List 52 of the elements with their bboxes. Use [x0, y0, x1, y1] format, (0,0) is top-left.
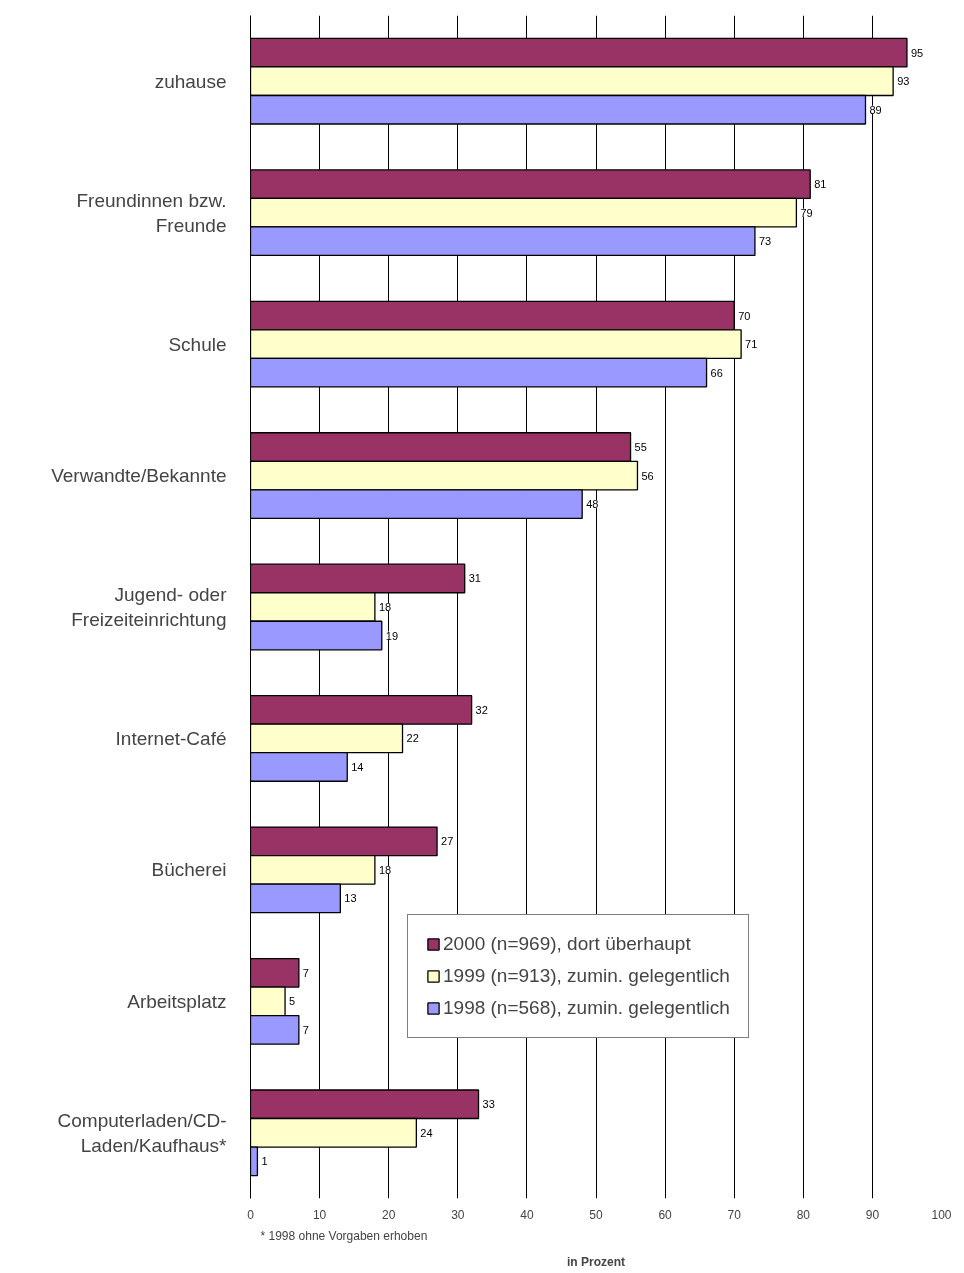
legend-label: 2000 (n=969), dort überhaupt: [443, 933, 691, 955]
data-label: 22: [406, 732, 419, 745]
x-tick-label: 20: [382, 1207, 396, 1222]
data-label: 14: [351, 760, 364, 773]
y-tick-label: Freundinnen bzw. Freunde: [76, 189, 227, 236]
data-label: 7: [302, 966, 309, 979]
data-label: 56: [641, 469, 654, 482]
x-tick-label: 0: [247, 1207, 255, 1222]
data-label: 1: [261, 1155, 268, 1168]
x-axis-title: in Prozent: [567, 1254, 626, 1269]
text: * 1998 ohne Vorgaben erhoben: [260, 1228, 428, 1243]
data-label: 73: [758, 235, 772, 248]
y-tick-label: Jugend- oder Freizeiteinrichtung: [71, 583, 228, 631]
x-tick-label: 100: [931, 1207, 952, 1222]
data-label: 89: [869, 103, 882, 116]
data-label: 95: [910, 46, 924, 59]
x-tick-label: 90: [865, 1207, 880, 1222]
data-label: 71: [745, 338, 758, 351]
data-label: 32: [475, 703, 488, 716]
data-label: 7: [302, 1023, 309, 1036]
y-tick-label: Internet-Café: [115, 727, 227, 749]
x-tick-label: 80: [796, 1207, 811, 1222]
data-label: 13: [344, 892, 357, 905]
x-tick-label: 50: [589, 1207, 603, 1222]
data-label: 18: [378, 601, 392, 613]
y-tick-label: Schule: [168, 333, 227, 355]
data-label: 31: [468, 572, 481, 585]
data-label: 5: [289, 995, 296, 1008]
data-label: 55: [634, 441, 647, 454]
x-tick-label: 10: [312, 1207, 327, 1222]
data-label: 19: [385, 629, 399, 642]
data-label: 27: [441, 835, 454, 848]
y-tick-label: zuhause: [154, 70, 227, 92]
y-tick-label: Bücherei: [151, 859, 227, 881]
y-tick-label: Arbeitsplatz: [127, 990, 227, 1012]
x-tick-label: 40: [520, 1207, 534, 1222]
x-tick-label: 70: [727, 1207, 742, 1222]
data-label: 93: [897, 75, 910, 88]
data-label: 33: [482, 1098, 495, 1111]
data-label: 24: [420, 1126, 433, 1139]
data-label: 48: [586, 498, 599, 511]
data-label: 81: [814, 178, 827, 191]
y-tick-label: Computerladen/CD- Laden/Kaufhaus*: [57, 1109, 228, 1156]
data-label: 79: [800, 206, 813, 219]
y-tick-label: Verwandte/Bekannte: [51, 465, 227, 487]
data-label: 18: [378, 863, 392, 876]
legend-label: 1998 (n=568), zumin. gelegentlich: [443, 997, 730, 1019]
x-tick-label: 60: [658, 1207, 673, 1222]
data-label: 70: [738, 309, 751, 322]
legend-label: 1999 (n=913), zumin. gelegentlich: [443, 965, 730, 987]
data-label: 66: [710, 366, 723, 379]
x-tick-label: 30: [451, 1207, 465, 1222]
